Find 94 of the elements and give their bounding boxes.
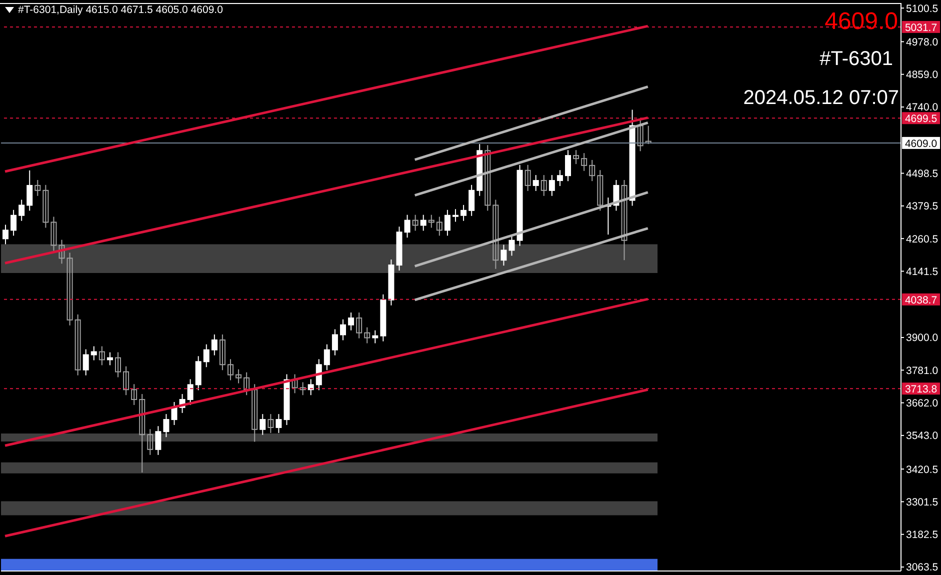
- candlestick: [540, 174, 547, 196]
- candlestick: [412, 214, 418, 232]
- candlestick: [82, 348, 89, 376]
- candlestick: [436, 216, 442, 236]
- candlestick: [508, 234, 515, 256]
- candlestick: [404, 214, 410, 238]
- y-tick-label: 4379.5: [906, 200, 938, 213]
- candlestick: [460, 204, 467, 222]
- candlestick: [123, 366, 130, 396]
- candlestick: [340, 318, 346, 341]
- y-tick-label: 3182.5: [906, 529, 938, 542]
- candlestick: [268, 414, 274, 434]
- candlestick: [484, 144, 491, 212]
- candlestick: [244, 372, 250, 396]
- candlestick: [548, 174, 555, 196]
- candlestick: [50, 216, 57, 252]
- candlestick: [187, 378, 194, 406]
- y-tick-label: 4859.0: [906, 69, 938, 82]
- candlestick: [348, 312, 354, 331]
- candlestick: [556, 170, 563, 187]
- candlestick: [332, 328, 338, 356]
- candlestick: [203, 344, 210, 368]
- y-tick-label: 4141.5: [906, 266, 938, 278]
- candlestick: [252, 384, 258, 442]
- candlestick: [637, 120, 644, 152]
- candlestick: [171, 401, 178, 426]
- y-tick-label: 3301.5: [906, 496, 938, 508]
- ref-line-label: 4609.0: [904, 138, 938, 150]
- candlestick: [34, 179, 41, 196]
- y-tick-label: 5100.5: [906, 2, 938, 15]
- candlestick: [597, 170, 604, 212]
- candlestick: [10, 209, 17, 236]
- candlestick: [155, 426, 162, 456]
- y-tick-label: 3900.0: [906, 332, 938, 344]
- candlestick: [524, 164, 531, 192]
- y-tick-label: 4978.0: [906, 36, 938, 48]
- chart-title: #T-6301,Daily 4615.0 4671.5 4605.0 4609.0: [18, 4, 223, 16]
- candlestick: [468, 184, 475, 216]
- y-tick-label: 4260.5: [906, 233, 938, 246]
- annotation: 2024.05.12 07:07: [743, 87, 899, 110]
- candlestick: [163, 414, 170, 438]
- candlestick: [98, 346, 105, 366]
- candlestick: [66, 252, 73, 326]
- candlestick: [428, 214, 434, 228]
- candlestick: [139, 394, 146, 473]
- candlestick: [26, 170, 33, 212]
- candlestick: [131, 384, 138, 406]
- candlestick: [372, 330, 378, 344]
- candlestick: [228, 358, 234, 381]
- candlestick: [236, 368, 242, 384]
- candlestick: [219, 334, 226, 371]
- annotation: #T-6301: [820, 48, 893, 71]
- candlestick: [308, 378, 314, 396]
- candlestick: [74, 314, 81, 376]
- candlestick: [90, 346, 97, 361]
- candlestick: [106, 352, 113, 366]
- y-tick-label: 3781.0: [906, 364, 938, 377]
- candlestick: [115, 352, 121, 378]
- candlestick: [420, 214, 426, 232]
- candlestick: [42, 184, 49, 228]
- candlestick: [589, 159, 596, 182]
- annotation: 4609.0: [824, 8, 898, 36]
- y-tick-label: 3420.5: [906, 464, 938, 476]
- ref-line-label: 4699.5: [904, 113, 938, 126]
- candlestick: [2, 224, 8, 245]
- candlestick: [147, 428, 154, 456]
- y-tick-label: 3662.0: [906, 398, 938, 410]
- y-tick-label: 3543.0: [906, 430, 938, 442]
- candlestick: [324, 344, 330, 371]
- candlestick: [364, 326, 370, 344]
- y-tick-label: 3063.5: [906, 562, 938, 574]
- y-tick-label: 4498.5: [906, 168, 938, 180]
- ref-line-label: 4038.7: [904, 294, 938, 306]
- candlestick: [356, 312, 362, 339]
- ref-line-label: 5031.7: [904, 22, 938, 34]
- candlestick: [211, 334, 218, 356]
- candlestick: [452, 208, 458, 222]
- candlestick: [58, 239, 65, 264]
- candlestick: [532, 174, 539, 192]
- candlestick: [444, 209, 450, 236]
- candlestick: [645, 125, 652, 145]
- candlestick: [621, 179, 628, 261]
- candlestick: [300, 382, 306, 396]
- candlestick: [276, 414, 282, 434]
- ref-line-label: 3713.8: [904, 384, 938, 396]
- y-tick-label: 4740.0: [906, 102, 938, 114]
- candlestick: [573, 150, 580, 165]
- candlestick: [260, 414, 266, 436]
- candlestick: [18, 199, 25, 222]
- candlestick: [581, 152, 588, 172]
- candlestick: [500, 244, 507, 266]
- candlestick: [565, 150, 571, 182]
- candlestick: [195, 356, 202, 391]
- candlestick: [492, 199, 499, 270]
